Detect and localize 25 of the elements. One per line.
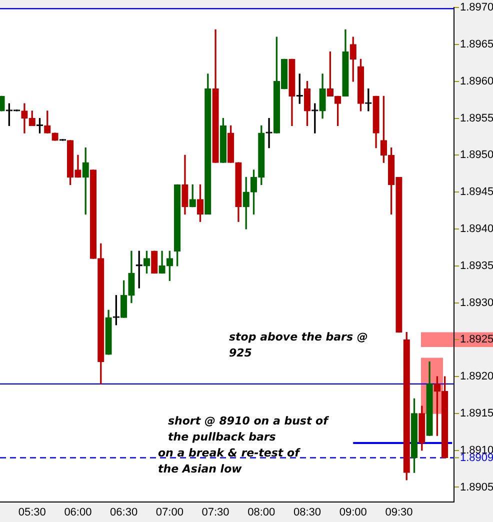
y-tick-label: 1.8965 — [460, 38, 493, 51]
y-tick-label: 1.8970 — [460, 2, 493, 14]
y-tick-label: 1.8940 — [460, 223, 493, 236]
y-tick-label: 1.8925 — [460, 334, 493, 346]
y-tick-label: 1.8960 — [460, 75, 493, 88]
y-tick-label: 1.8930 — [460, 296, 493, 309]
x-tick-label: 07:30 — [202, 506, 230, 519]
y-tick-label: 1.8935 — [460, 260, 493, 272]
x-tick-label: 08:00 — [248, 506, 276, 519]
x-tick-label: 07:00 — [156, 506, 184, 519]
candlestick — [266, 118, 272, 148]
x-tick-label: 08:30 — [293, 506, 322, 519]
y-tick-label: 1.8950 — [460, 149, 493, 162]
x-tick-label: 06:30 — [110, 506, 138, 519]
y-tick-label: 1.8915 — [460, 407, 493, 420]
y-tick-label: 1.8945 — [460, 186, 493, 198]
x-tick-label: 05:30 — [18, 506, 46, 519]
y-tick-label: 1.8920 — [460, 370, 493, 383]
y-tick-label: 1.8905 — [460, 481, 493, 494]
x-tick-label: 09:00 — [339, 506, 367, 519]
x-tick-label: 09:30 — [385, 506, 413, 519]
x-tick-label: 06:00 — [64, 506, 92, 519]
annotation: on a break & re-test of the Asian low — [158, 446, 301, 476]
y-tick-label: 1.8955 — [460, 112, 493, 124]
annotation: stop above the bars @ 925 — [229, 330, 368, 360]
